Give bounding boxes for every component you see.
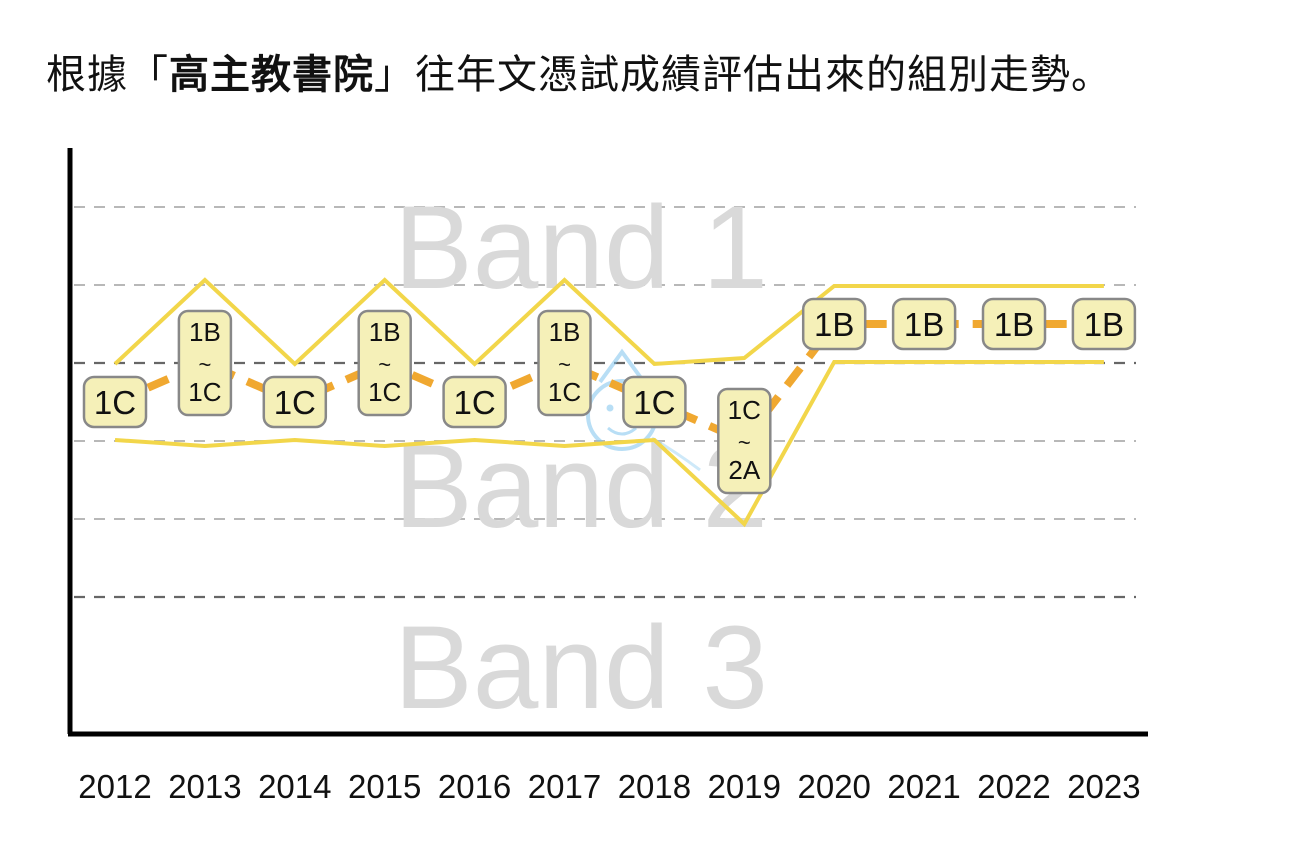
grade-tag: 1B ~1C (177, 309, 233, 417)
x-tick-label: 2019 (708, 768, 781, 805)
grade-tag-label: 1B (904, 306, 944, 343)
grade-tag: 1B (891, 297, 957, 351)
x-tick-label: 2022 (977, 768, 1050, 805)
x-tick-label: 2013 (168, 768, 241, 805)
band-label: Band 1 (394, 182, 768, 314)
x-tick-label: 2016 (438, 768, 511, 805)
grade-tag: 1C (82, 375, 148, 429)
grade-tag: 1C (622, 375, 687, 429)
grade-tag: 1B (801, 297, 867, 351)
grade-tag-tilde: ~ (558, 352, 571, 377)
chart-title: 根據「高主教書院」往年文憑試成績評估出來的組別走勢。 (46, 52, 1112, 98)
x-tick-label: 2012 (78, 768, 151, 805)
grade-tag-box (1071, 297, 1137, 351)
grade-tag-lower: 1C (188, 377, 221, 407)
grade-tag-upper: 1B (369, 317, 401, 347)
grade-tag-lower: 2A (728, 455, 760, 485)
grade-tag: 1C (262, 375, 328, 429)
grade-tag-tilde: ~ (378, 352, 391, 377)
x-tick-label: 2018 (618, 768, 691, 805)
band-label: Band 3 (394, 602, 768, 734)
x-tick-label: 2021 (887, 768, 960, 805)
grade-tag-lower: 1C (548, 377, 581, 407)
grade-tag: 1B (1071, 297, 1137, 351)
grade-tag-box (82, 375, 148, 429)
grade-tag-box (891, 297, 957, 351)
envelope-lower (114, 360, 1104, 528)
x-tick-label: 2020 (797, 768, 870, 805)
trend-envelope (113, 277, 1104, 528)
grade-tag-label: 1C (454, 384, 496, 421)
x-tick-label: 2017 (528, 768, 601, 805)
grade-tag-upper: 1B (189, 317, 221, 347)
grade-tag-upper: 1B (549, 317, 581, 347)
grade-tag-label: 1C (274, 384, 316, 421)
grade-tag: 1B (981, 297, 1047, 351)
grade-tag: 1B ~1C (537, 309, 592, 417)
x-axis-labels: 2012 2013 2014 2015 2016 2017 2018 2019 2020 2021… (78, 768, 1140, 805)
grade-tag-label: 1C (633, 384, 675, 421)
grade-tag-box (622, 375, 687, 429)
grade-tag-box (262, 375, 328, 429)
x-tick-label: 2014 (258, 768, 331, 805)
grade-tag-label: 1B (994, 306, 1034, 343)
grade-tag-label: 1C (94, 384, 136, 421)
grade-tag-box (177, 309, 233, 417)
x-tick-label: 2015 (348, 768, 421, 805)
grade-tag-box (357, 309, 412, 417)
grade-tag: 1C (442, 375, 507, 429)
grade-tag-tilde: ~ (738, 430, 751, 455)
grade-tag-label: 1B (814, 306, 854, 343)
envelope-upper (113, 277, 1104, 367)
grade-tag-label: 1B (1084, 306, 1124, 343)
grade-tag: 1C ~2A (717, 387, 772, 495)
grade-tag-box (537, 309, 592, 417)
grade-tag-tilde: ~ (198, 352, 211, 377)
grade-tag-box (717, 387, 772, 495)
grade-tag: 1B ~1C (357, 309, 412, 417)
grade-tag-box (801, 297, 867, 351)
grade-tag-upper: 1C (728, 395, 761, 425)
x-tick-label: 2023 (1067, 768, 1140, 805)
grade-tag-box (442, 375, 507, 429)
grade-tag-box (981, 297, 1047, 351)
grade-tag-lower: 1C (368, 377, 401, 407)
chart-axes (67, 148, 1148, 737)
